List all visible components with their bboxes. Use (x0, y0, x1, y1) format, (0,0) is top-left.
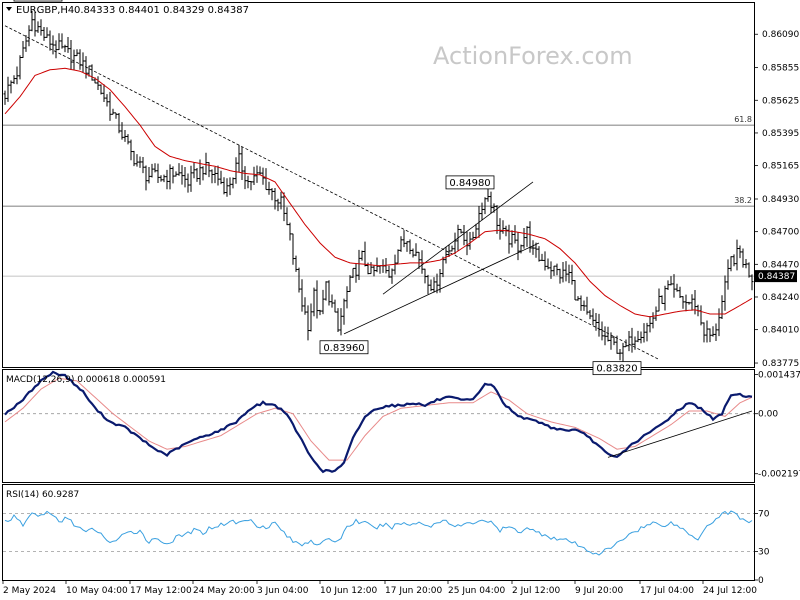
price-axis-label: 0.84010 (762, 326, 799, 336)
price-axis-label: 0.84930 (762, 195, 799, 205)
price-axis-label: 0.86090 (762, 30, 799, 40)
rsi-panel: RSI(14) 60.9287 (3, 490, 754, 556)
macd-axis-label: -0.002197 (758, 470, 800, 480)
rsi-label: RSI(14) 60.9287 (6, 490, 79, 500)
current-price-label: 0.84387 (758, 272, 795, 282)
price-axis-label: 0.85165 (762, 162, 799, 172)
price-annotation: 0.83820 (596, 364, 637, 375)
chart-frame (2, 2, 755, 581)
price-axis-label: 0.85395 (762, 129, 799, 139)
time-axis-label: 17 Jun 20:00 (385, 586, 442, 596)
price-axis-label: 0.83775 (762, 359, 799, 369)
trendline (4, 25, 660, 360)
trendline (343, 242, 540, 335)
moving-average-line (4, 67, 753, 318)
price-annotation-box (445, 175, 495, 190)
price-annotation: 0.83960 (323, 343, 364, 354)
time-axis-label: 24 Jul 12:00 (703, 586, 757, 596)
price-annotation-box (13, 0, 63, 2)
macd-trendline (607, 410, 753, 458)
fib-level-label: 38.2 (734, 196, 752, 205)
time-axis-label: 10 May 04:00 (66, 586, 128, 596)
time-axis-label: 17 Jul 04:00 (640, 586, 694, 596)
price-axis-label: 0.85625 (762, 96, 799, 106)
time-axis-label: 2 May 2024 (3, 586, 56, 596)
collapse-triangle-icon[interactable] (6, 7, 12, 11)
price-axis-label: 0.84470 (762, 260, 799, 270)
rsi-axis-label: 30 (758, 548, 770, 558)
macd-axis-label: 0.001437 (758, 370, 800, 380)
time-axis-label: 3 Jun 04:00 (257, 586, 309, 596)
rsi-axis-label: 0 (758, 576, 764, 586)
macd-axis-label: 0.00 (758, 410, 778, 420)
price-annotation-box (319, 340, 369, 355)
current-price-flag (755, 270, 797, 283)
price-axis-label: 0.85855 (762, 64, 799, 74)
macd-panel: MACD(12,26,9) 0.000618 0.000591 (3, 370, 754, 474)
chart-header: EURGBP,H4 0.84333 0.84401 0.84329 0.8438… (6, 5, 249, 16)
time-axis-label: 25 Jun 04:00 (448, 586, 505, 596)
ohlc-values: 0.84333 0.84401 0.84329 0.84387 (74, 5, 249, 16)
price-annotation: 0.86190 (17, 0, 58, 1)
price-axis-label: 0.84240 (762, 293, 799, 303)
macd-label: MACD(12,26,9) 0.000618 0.000591 (6, 375, 166, 385)
macd-line (4, 370, 753, 474)
time-axis-label: 24 May 20:00 (193, 586, 255, 596)
rsi-line (4, 510, 753, 556)
fib-level-label: 61.8 (734, 115, 752, 124)
symbol-label: EURGBP,H4 (16, 5, 74, 16)
price-panel: 61.8 38.2 0.86190 0.84980 0.83960 0.83820 (3, 0, 754, 376)
macd-signal-line (4, 377, 753, 461)
time-axis-label: 10 Jun 12:00 (320, 586, 377, 596)
price-annotation-box (592, 361, 642, 376)
price-axis-label: 0.84700 (762, 228, 799, 238)
watermark: ActionForex.com (433, 42, 633, 70)
time-axis-label: 2 Jul 12:00 (512, 586, 561, 596)
axis-labels: 0.86090 0.85855 0.85625 0.85395 0.85165 0.849… (2, 30, 800, 596)
rsi-axis-label: 70 (758, 510, 770, 520)
time-axis-label: 17 May 12:00 (130, 586, 192, 596)
time-axis-label: 9 Jul 20:00 (575, 586, 624, 596)
price-annotation: 0.84980 (449, 178, 490, 189)
